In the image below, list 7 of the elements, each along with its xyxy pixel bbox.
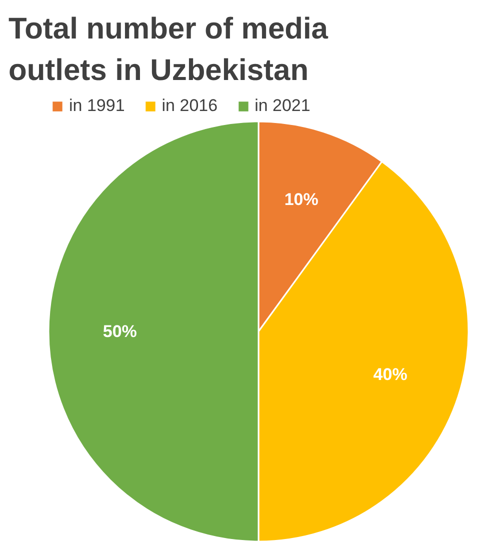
legend-label: in 2016 <box>162 96 218 116</box>
legend-label: in 2021 <box>254 96 310 116</box>
data-label: 10% <box>284 190 318 210</box>
data-label: 50% <box>102 322 137 341</box>
chart-title: Total number of media outlets in Uzbekistan <box>8 12 328 87</box>
data-label: 40% <box>373 364 408 384</box>
legend-label: in 1991 <box>69 96 125 116</box>
